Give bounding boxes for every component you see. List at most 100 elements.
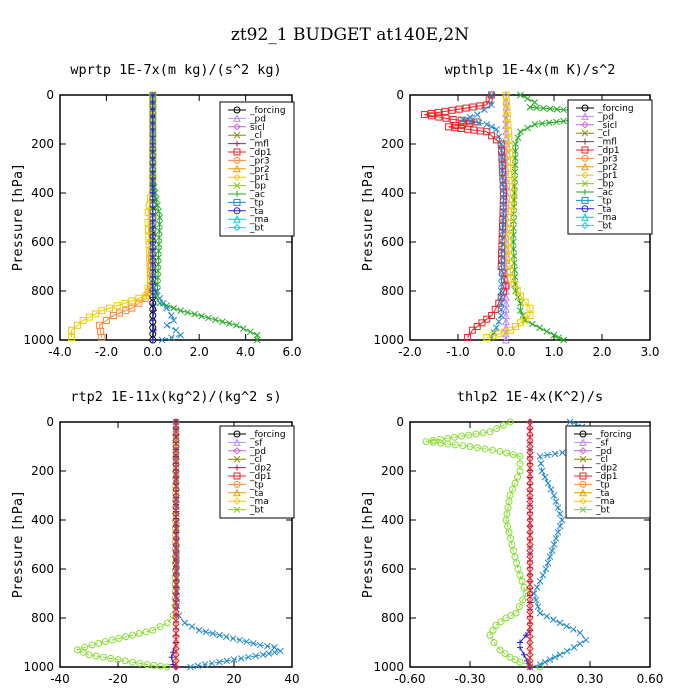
data-point <box>434 108 442 116</box>
legend-label: _pd <box>595 447 612 457</box>
data-point <box>581 196 589 204</box>
data-point <box>79 648 87 656</box>
data-point <box>498 260 506 268</box>
data-point <box>465 431 473 439</box>
data-point <box>579 506 587 513</box>
data-point <box>102 316 110 324</box>
data-point <box>163 663 171 671</box>
legend-label: _ta <box>597 205 612 215</box>
legend-box <box>565 425 651 519</box>
data-point <box>428 112 436 120</box>
data-point <box>246 328 254 336</box>
data-point <box>219 318 226 325</box>
data-point <box>135 299 143 307</box>
data-point <box>556 651 564 659</box>
data-point <box>476 102 484 110</box>
legend-label: _sicl <box>597 121 617 131</box>
y-tick-label: 1000 <box>23 660 54 674</box>
data-point <box>512 147 519 155</box>
data-point <box>546 105 554 113</box>
data-point <box>149 211 156 217</box>
y-axis-label: Pressure [hPa] <box>11 164 26 271</box>
data-point <box>149 281 156 287</box>
data-point <box>537 460 545 468</box>
y-tick-label: 0 <box>396 415 404 429</box>
data-point <box>493 324 500 332</box>
data-point <box>458 432 466 440</box>
y-tick-label: 400 <box>381 186 404 200</box>
legend-entry: sicl <box>228 123 265 133</box>
legend-label: _ma <box>595 497 615 507</box>
legend-entry: _cl <box>228 131 262 141</box>
data-point <box>553 105 561 113</box>
data-point <box>234 464 240 471</box>
data-point <box>144 218 152 226</box>
data-point <box>546 553 554 561</box>
data-point <box>516 452 524 460</box>
data-point <box>516 571 524 579</box>
legend-entry: _tp <box>228 480 264 490</box>
data-point <box>488 123 495 131</box>
data-point <box>581 162 589 171</box>
legend-entry: _forcing <box>228 106 286 116</box>
data-point <box>436 435 444 443</box>
data-point <box>149 225 156 231</box>
data-point <box>503 113 511 121</box>
legend-label: _bt <box>595 506 610 516</box>
data-point <box>150 183 158 191</box>
legend-entry: _pd <box>228 447 266 457</box>
data-point <box>486 631 494 639</box>
data-point <box>519 312 527 319</box>
data-point <box>544 559 552 567</box>
y-tick-label: 1000 <box>373 333 404 347</box>
data-point <box>581 221 589 230</box>
y-axis-label: Pressure [hPa] <box>361 164 376 271</box>
chart-panel-1: wprtp 1E-7x(m kg)/(s^2 kg) Pressure [hPa]… <box>11 62 302 359</box>
data-point <box>549 616 557 623</box>
data-point <box>233 223 241 232</box>
legend-entry: _pr2 <box>228 164 270 175</box>
data-point <box>526 663 534 671</box>
legend-entry: _ma <box>574 497 615 507</box>
x-tick-label: 2.0 <box>592 345 611 359</box>
data-point <box>560 117 567 125</box>
data-point <box>538 467 546 475</box>
data-point <box>556 619 564 627</box>
data-point <box>105 304 113 312</box>
data-point <box>516 292 524 300</box>
data-point <box>233 114 241 122</box>
data-point <box>505 245 513 253</box>
data-point <box>233 148 241 156</box>
series-dp1 <box>73 418 180 671</box>
y-axis-label: Pressure [hPa] <box>361 491 376 598</box>
data-point <box>550 492 558 499</box>
data-point <box>502 614 510 622</box>
data-point <box>483 315 491 323</box>
data-point <box>499 247 506 255</box>
data-point <box>226 320 233 327</box>
data-point <box>498 154 505 161</box>
legend-label: _dp2 <box>249 464 272 474</box>
data-point <box>233 455 241 463</box>
data-point <box>505 135 513 143</box>
data-point <box>556 510 564 518</box>
data-point <box>563 647 571 655</box>
data-point <box>506 267 514 275</box>
data-point <box>532 596 540 604</box>
data-point <box>236 636 244 644</box>
data-point <box>481 106 488 114</box>
data-point <box>569 626 577 633</box>
data-point <box>100 653 107 661</box>
data-point <box>516 319 524 327</box>
data-point <box>216 658 223 666</box>
data-point <box>149 183 156 189</box>
data-point <box>546 656 554 664</box>
data-point <box>499 240 507 248</box>
data-point <box>271 648 278 656</box>
data-point <box>497 306 505 313</box>
data-point <box>581 171 589 179</box>
figure-title: zt92_1 BUDGET at140E,2N <box>231 25 469 45</box>
series-pr1 <box>68 91 157 342</box>
legend-label: _pd <box>249 114 266 124</box>
data-point <box>163 304 171 312</box>
